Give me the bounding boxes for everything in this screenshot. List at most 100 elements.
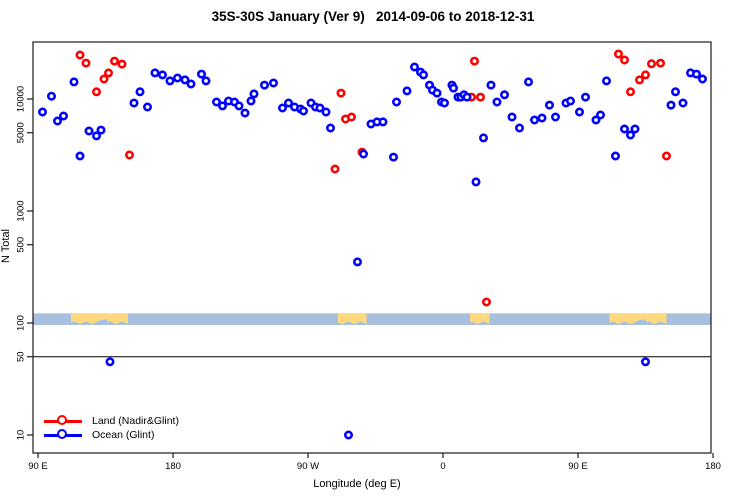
point-ocean	[670, 87, 680, 97]
point-ocean	[234, 101, 244, 111]
point-ocean	[391, 97, 401, 107]
point-land	[81, 58, 91, 68]
y-tick-label: 10	[16, 430, 27, 441]
point-land	[110, 56, 120, 66]
x-tick-label: 90 E	[28, 461, 48, 472]
point-land	[117, 59, 127, 69]
point-ocean	[378, 117, 388, 127]
point-ocean	[630, 124, 640, 134]
point-ocean	[201, 76, 211, 86]
point-land	[346, 112, 356, 122]
map-band-land	[71, 313, 128, 325]
point-ocean	[69, 77, 79, 87]
point-ocean	[697, 74, 707, 84]
point-ocean	[595, 110, 605, 120]
point-ocean	[197, 69, 207, 79]
point-ocean	[165, 76, 175, 86]
point-ocean	[218, 101, 228, 111]
x-tick-label: 0	[440, 461, 445, 472]
point-ocean	[240, 108, 250, 118]
legend-circle-icon	[57, 415, 67, 425]
point-land	[646, 59, 656, 69]
legend-circle-icon	[57, 429, 67, 439]
map-band-land	[470, 313, 490, 325]
y-tick-label: 50	[16, 351, 27, 362]
point-land	[469, 56, 479, 66]
point-ocean	[537, 113, 547, 123]
point-ocean	[321, 107, 331, 117]
point-land	[125, 150, 135, 160]
point-ocean	[610, 151, 620, 161]
point-ocean	[601, 76, 611, 86]
point-ocean	[462, 92, 472, 102]
point-ocean	[129, 98, 139, 108]
point-ocean	[580, 92, 590, 102]
point-ocean	[249, 89, 259, 99]
point-ocean	[343, 430, 353, 440]
legend-symbol-ocean	[44, 428, 84, 442]
point-ocean	[173, 73, 183, 83]
point-ocean	[666, 100, 676, 110]
legend-label-ocean: Ocean (Glint)	[92, 429, 155, 441]
map-band-notch	[95, 319, 111, 325]
point-ocean	[544, 100, 554, 110]
point-land	[625, 87, 635, 97]
point-ocean	[625, 130, 635, 140]
point-ocean	[268, 78, 278, 88]
point-ocean	[492, 97, 502, 107]
point-ocean	[150, 68, 160, 78]
x-axis-label: Longitude (deg E)	[313, 478, 401, 490]
x-tick-label: 180	[705, 461, 721, 472]
point-ocean	[212, 97, 222, 107]
point-ocean	[486, 80, 496, 90]
point-land	[613, 49, 623, 59]
point-ocean	[259, 80, 269, 90]
point-ocean	[75, 151, 85, 161]
map-band-land	[609, 313, 667, 325]
point-ocean	[550, 112, 560, 122]
point-ocean	[514, 123, 524, 133]
point-land	[481, 297, 491, 307]
point-ocean	[283, 98, 293, 108]
y-tick-label: 500	[16, 237, 27, 253]
point-ocean	[418, 70, 428, 80]
point-ocean	[478, 133, 488, 143]
point-ocean	[471, 177, 481, 187]
x-tick-label: 90 W	[297, 461, 319, 472]
point-ocean	[325, 123, 335, 133]
point-ocean	[352, 257, 362, 267]
point-land	[92, 87, 102, 97]
map-band-notch	[634, 319, 649, 325]
legend-label-land: Land (Nadir&Glint)	[92, 415, 179, 427]
point-ocean	[277, 103, 287, 113]
point-ocean	[92, 131, 102, 141]
point-ocean	[58, 111, 68, 121]
legend-symbol-land	[44, 414, 84, 428]
point-ocean	[315, 103, 325, 113]
point-land	[475, 92, 485, 102]
point-ocean	[186, 79, 196, 89]
point-ocean	[402, 86, 412, 96]
point-land	[336, 88, 346, 98]
point-land	[640, 70, 650, 80]
map-band-ocean	[33, 313, 711, 325]
point-ocean	[409, 62, 419, 72]
point-ocean	[619, 124, 629, 134]
point-ocean	[298, 106, 308, 116]
point-ocean	[439, 98, 449, 108]
chart-title: 35S-30S January (Ver 9) 2014-09-06 to 20…	[211, 9, 535, 24]
point-ocean	[158, 70, 168, 80]
y-tick-label: 1000	[16, 200, 27, 221]
point-land	[661, 151, 671, 161]
point-ocean	[52, 116, 62, 126]
point-ocean	[499, 90, 509, 100]
point-ocean	[523, 77, 533, 87]
point-ocean	[678, 98, 688, 108]
point-land	[75, 50, 85, 60]
map-band-land	[338, 313, 367, 325]
point-ocean	[507, 112, 517, 122]
x-tick-label: 90 E	[568, 461, 588, 472]
point-ocean	[574, 107, 584, 117]
